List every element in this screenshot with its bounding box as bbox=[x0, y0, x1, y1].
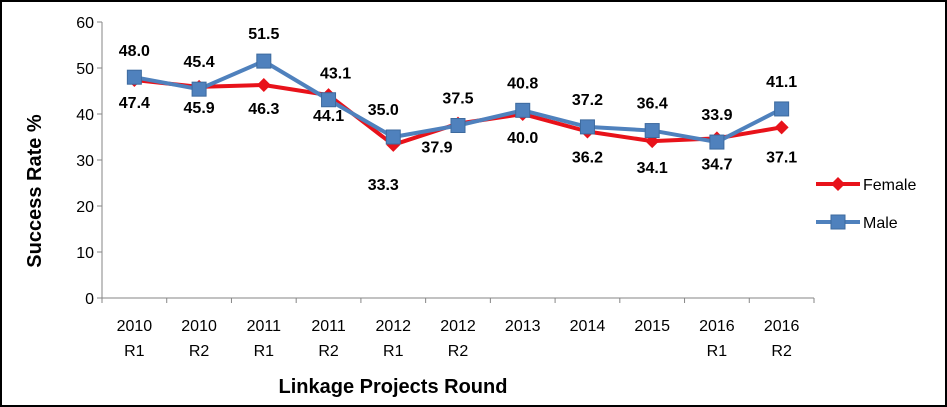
x-tick-label-line2: R1 bbox=[124, 343, 145, 360]
data-point-square bbox=[321, 92, 337, 108]
x-tick-label-line2: R2 bbox=[189, 343, 210, 360]
data-label-female: 47.4 bbox=[119, 95, 150, 112]
x-tick-label: 2010 bbox=[117, 318, 153, 335]
legend-item-male: Male bbox=[816, 214, 898, 232]
x-tick-label: 2012 bbox=[375, 318, 411, 335]
data-point-square bbox=[126, 69, 142, 85]
legend: Female Male bbox=[816, 177, 916, 232]
data-label-male: 51.5 bbox=[248, 26, 279, 43]
data-label-female: 44.1 bbox=[313, 108, 344, 125]
y-tick-labels: 0 10 20 30 40 50 60 bbox=[76, 15, 94, 308]
y-tick-label: 10 bbox=[76, 245, 94, 262]
y-axis-title: Success Rate % bbox=[24, 114, 46, 268]
x-tick-label-line2: R1 bbox=[383, 343, 404, 360]
data-point-square bbox=[644, 123, 660, 139]
x-tick-label-line2: R2 bbox=[448, 343, 469, 360]
x-tick-label: 2014 bbox=[570, 318, 606, 335]
x-axis-title: Linkage Projects Round bbox=[279, 376, 508, 398]
data-label-male: 35.0 bbox=[368, 102, 399, 119]
data-point-square bbox=[774, 101, 790, 117]
data-label-male: 45.4 bbox=[184, 54, 215, 71]
x-tick-label-line2: R1 bbox=[254, 343, 275, 360]
legend-label: Male bbox=[863, 215, 898, 232]
data-labels: 47.4 45.9 46.3 44.1 33.3 37.9 40.0 36.2 34.1 34.7… bbox=[119, 26, 798, 194]
chart-axes bbox=[97, 21, 815, 303]
data-label-male: 33.9 bbox=[701, 107, 732, 124]
x-tick-label: 2016 bbox=[764, 318, 800, 335]
x-tick-label: 2013 bbox=[505, 318, 541, 335]
data-point-square bbox=[579, 119, 595, 135]
data-label-male: 36.4 bbox=[637, 96, 668, 113]
data-point-square bbox=[515, 102, 531, 118]
x-tick-label: 2015 bbox=[634, 318, 670, 335]
data-point-square bbox=[450, 118, 466, 133]
data-label-male: 37.2 bbox=[572, 92, 603, 109]
data-label-male: 37.5 bbox=[442, 91, 473, 108]
y-tick-label: 0 bbox=[85, 291, 94, 308]
x-tick-label: 2016 bbox=[699, 318, 735, 335]
data-label-female: 36.2 bbox=[572, 149, 603, 166]
y-tick-label: 30 bbox=[76, 153, 94, 170]
data-label-female: 37.9 bbox=[421, 140, 452, 157]
legend-item-female: Female bbox=[816, 177, 916, 194]
x-tick-labels: 2010 R1 2010 R2 2011 R1 2011 R2 2012 R1 2012 R2 2013… bbox=[117, 318, 800, 360]
data-point-square bbox=[191, 81, 207, 97]
data-label-female: 46.3 bbox=[248, 101, 279, 118]
data-point-diamond bbox=[256, 78, 271, 93]
data-label-male: 48.0 bbox=[119, 43, 150, 60]
x-tick-label-line2: R1 bbox=[707, 343, 728, 360]
x-tick-label-line2: R2 bbox=[318, 343, 339, 360]
data-point-square bbox=[709, 134, 725, 150]
y-tick-label: 20 bbox=[76, 199, 94, 216]
y-tick-label: 40 bbox=[76, 107, 94, 124]
data-point-diamond bbox=[774, 120, 789, 135]
data-label-male: 43.1 bbox=[320, 66, 351, 83]
x-tick-label: 2011 bbox=[247, 318, 282, 335]
series-lines bbox=[126, 53, 790, 152]
data-point-square bbox=[256, 53, 272, 69]
legend-label: Female bbox=[863, 177, 916, 194]
data-point-diamond bbox=[831, 177, 845, 191]
x-tick-label: 2010 bbox=[181, 318, 217, 335]
data-label-female: 34.7 bbox=[701, 156, 732, 173]
data-label-female: 40.0 bbox=[507, 130, 538, 147]
data-point-square bbox=[385, 129, 401, 145]
x-tick-label: 2011 bbox=[311, 318, 346, 335]
data-label-female: 34.1 bbox=[637, 160, 668, 177]
x-tick-label: 2012 bbox=[440, 318, 476, 335]
data-point-square bbox=[830, 214, 846, 230]
data-label-female: 37.1 bbox=[766, 149, 797, 166]
data-label-male: 40.8 bbox=[507, 75, 538, 92]
y-tick-label: 50 bbox=[76, 61, 94, 78]
data-label-female: 45.9 bbox=[184, 100, 215, 117]
x-tick-label-line2: R2 bbox=[771, 343, 792, 360]
y-tick-label: 60 bbox=[76, 15, 94, 32]
data-label-male: 41.1 bbox=[766, 74, 797, 91]
data-label-female: 33.3 bbox=[368, 177, 399, 194]
